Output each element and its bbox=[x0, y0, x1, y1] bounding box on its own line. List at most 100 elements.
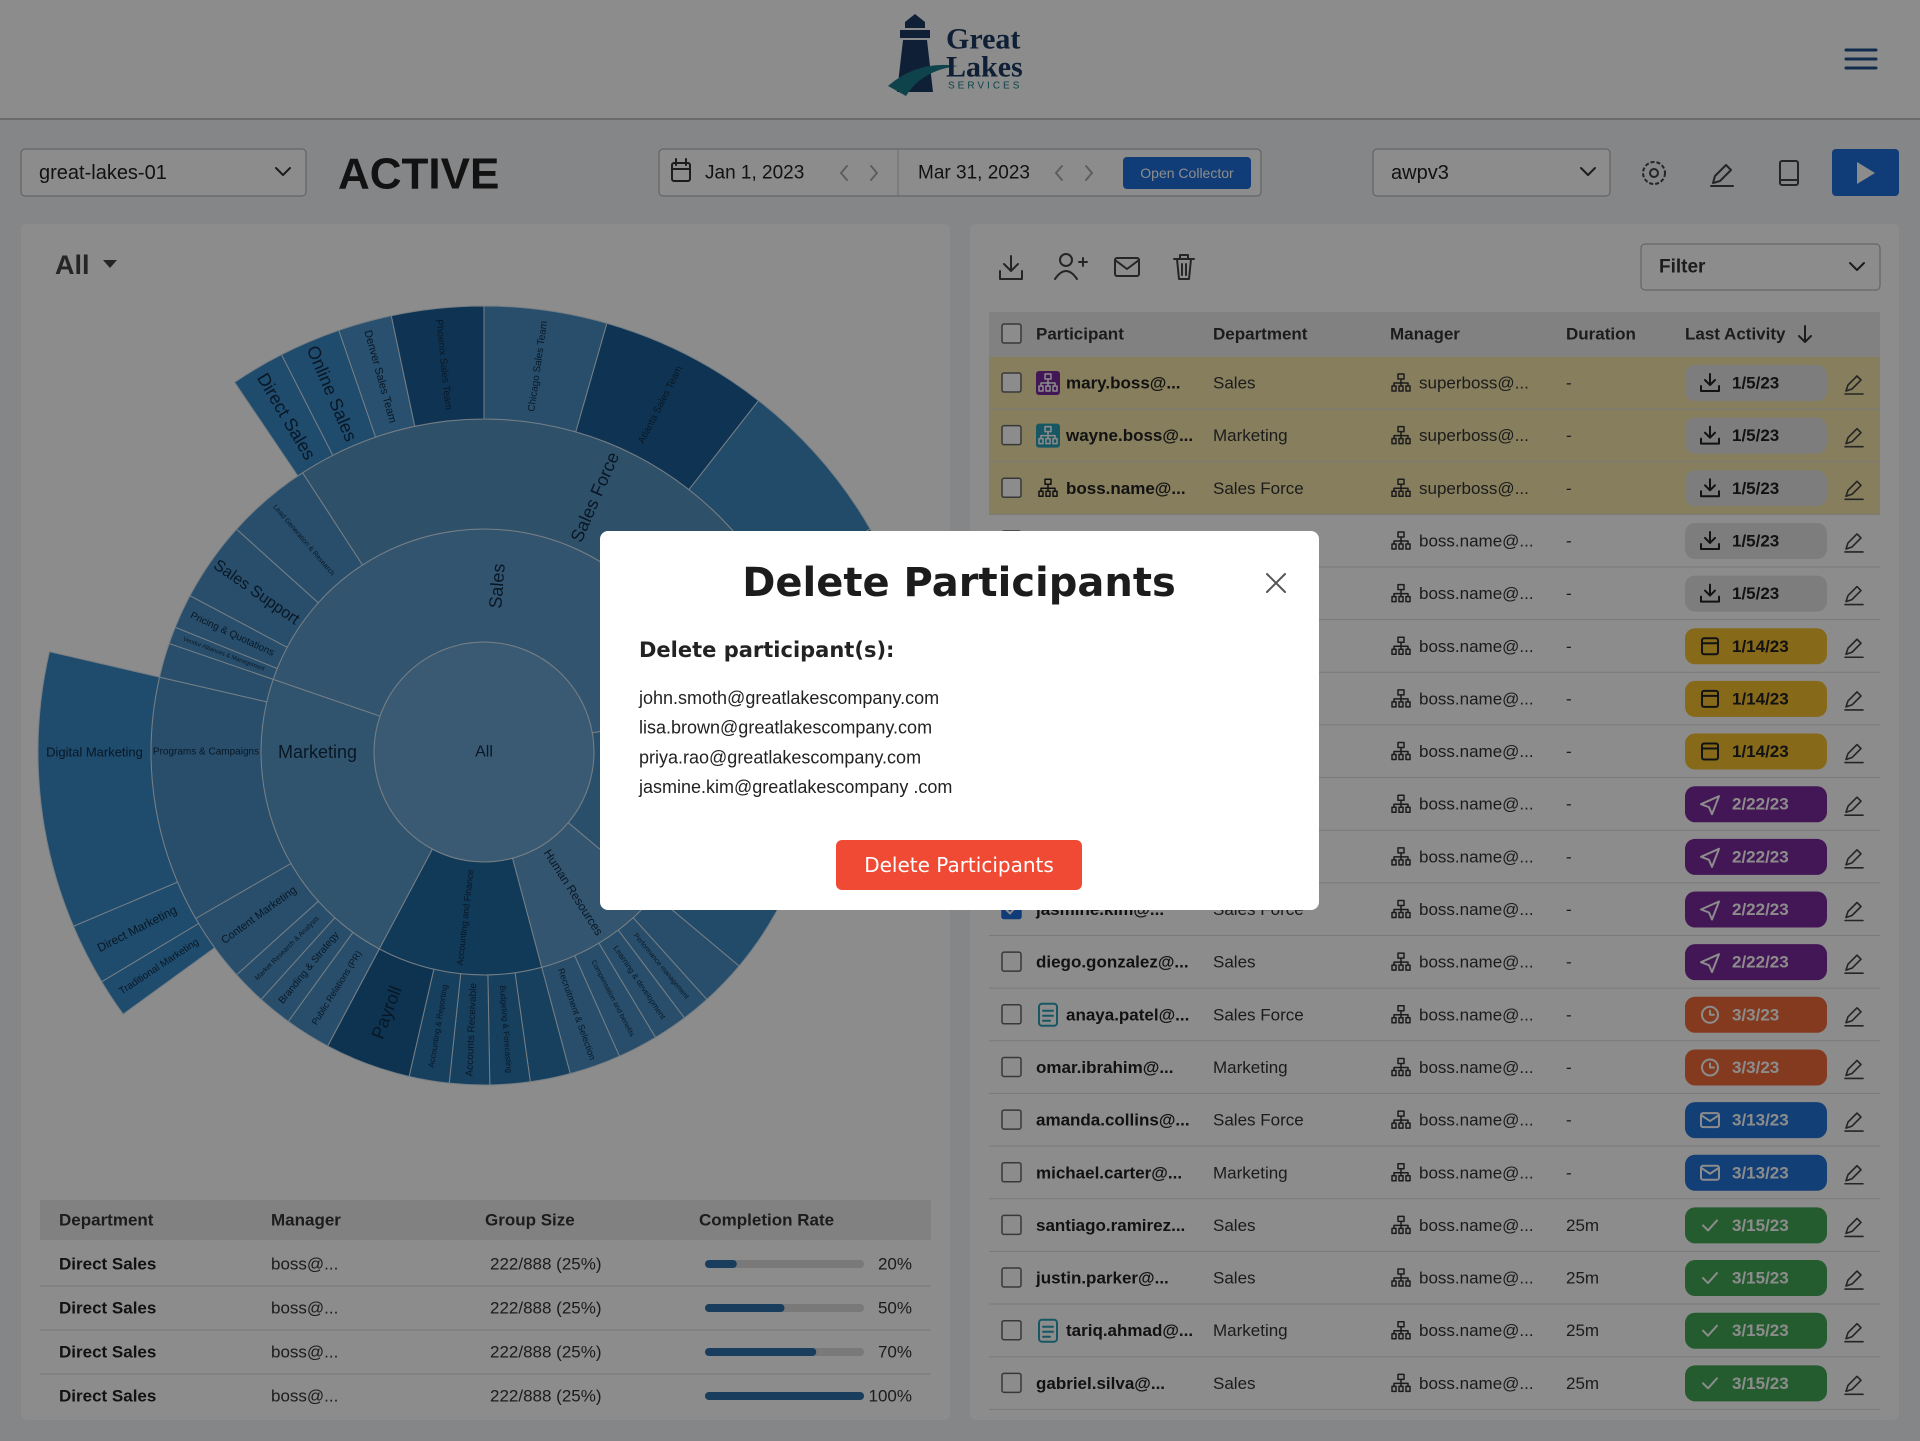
activity-badge[interactable]: 2/22/23 bbox=[1685, 786, 1827, 823]
scope-caret[interactable] bbox=[103, 260, 117, 268]
edit-row-button[interactable] bbox=[1844, 796, 1864, 816]
checkbox[interactable] bbox=[1001, 323, 1022, 344]
button-bg[interactable] bbox=[836, 840, 1082, 890]
badge-bg[interactable] bbox=[1685, 628, 1827, 665]
activity-badge[interactable]: 1/14/23 bbox=[1685, 680, 1827, 717]
table-row[interactable]: justin.parker@... Sales boss.name@... 25m 3/… bbox=[989, 1260, 1880, 1305]
run-button[interactable] bbox=[1832, 149, 1899, 196]
edit-row-button[interactable] bbox=[1844, 1375, 1864, 1396]
edit-row-button[interactable] bbox=[1844, 375, 1864, 395]
activity-badge[interactable]: 3/3/23 bbox=[1685, 996, 1827, 1033]
activity-badge[interactable]: 3/15/23 bbox=[1685, 1312, 1827, 1349]
badge-bg[interactable] bbox=[1685, 733, 1827, 770]
badge-bg[interactable] bbox=[1685, 522, 1827, 559]
edit-row-button[interactable] bbox=[1844, 1112, 1864, 1132]
mail-icon[interactable] bbox=[1114, 257, 1140, 277]
dropdown-box[interactable] bbox=[1640, 243, 1881, 291]
badge-bg[interactable] bbox=[1685, 1102, 1827, 1139]
badge-bg[interactable] bbox=[1685, 996, 1827, 1033]
user-icon[interactable] bbox=[1059, 253, 1073, 267]
download-button[interactable] bbox=[999, 255, 1023, 280]
checkbox[interactable] bbox=[1001, 424, 1022, 446]
checkbox[interactable] bbox=[1001, 372, 1022, 393]
table-row[interactable]: boss.name@... Sales Force superboss@... - 1/… bbox=[989, 462, 1880, 515]
checkbox[interactable] bbox=[1001, 1214, 1022, 1236]
button-bg[interactable] bbox=[1123, 157, 1251, 189]
menu-button[interactable] bbox=[1844, 48, 1878, 70]
table-row[interactable]: amanda.collins@... Sales Force boss.name@.… bbox=[989, 1102, 1880, 1147]
activity-badge[interactable]: 1/5/23 bbox=[1685, 470, 1827, 507]
badge-bg[interactable] bbox=[1685, 891, 1827, 928]
badge-bg[interactable] bbox=[1685, 1260, 1827, 1297]
checkbox[interactable] bbox=[1001, 1109, 1022, 1130]
badge-bg[interactable] bbox=[1685, 1312, 1827, 1349]
gear-icon[interactable] bbox=[1642, 161, 1666, 185]
settings-button[interactable] bbox=[1642, 161, 1666, 185]
edit-row-button[interactable] bbox=[1844, 743, 1864, 764]
activity-badge[interactable]: 1/5/23 bbox=[1685, 522, 1827, 559]
checkbox[interactable] bbox=[1001, 1267, 1022, 1288]
add-user-button[interactable] bbox=[1054, 253, 1088, 280]
activity-badge[interactable]: 2/22/23 bbox=[1685, 891, 1827, 928]
checkbox[interactable] bbox=[1001, 1004, 1022, 1025]
table-row[interactable]: michael.carter@... Marketing boss.name@...… bbox=[989, 1154, 1880, 1200]
badge-bg[interactable] bbox=[1685, 365, 1827, 401]
book-icon[interactable] bbox=[1779, 160, 1799, 186]
badge-bg[interactable] bbox=[1685, 1365, 1827, 1402]
table-row[interactable]: wayne.boss@... Marketing superboss@... - 1/5… bbox=[989, 409, 1880, 463]
edit-row-button[interactable] bbox=[1844, 585, 1864, 606]
edit-row-button[interactable] bbox=[1844, 533, 1864, 553]
activity-badge[interactable]: 3/15/23 bbox=[1685, 1365, 1827, 1402]
dropdown-box[interactable] bbox=[1372, 148, 1611, 197]
checkbox[interactable] bbox=[1001, 951, 1022, 972]
delete-button[interactable] bbox=[1173, 254, 1195, 280]
edit-row-button[interactable] bbox=[1844, 1059, 1864, 1080]
table-row[interactable]: tariq.ahmad@... Marketing boss.name@... 25m… bbox=[989, 1312, 1880, 1358]
filter-dropdown[interactable]: Filter bbox=[1640, 243, 1881, 291]
open-collector-button[interactable]: Open Collector bbox=[1123, 157, 1251, 189]
activity-badge[interactable]: 1/5/23 bbox=[1685, 417, 1827, 454]
checkbox[interactable] bbox=[1001, 1372, 1022, 1394]
activity-badge[interactable]: 3/3/23 bbox=[1685, 1049, 1827, 1086]
badge-bg[interactable] bbox=[1685, 680, 1827, 717]
edit-button[interactable] bbox=[1710, 164, 1734, 187]
activity-badge[interactable]: 2/22/23 bbox=[1685, 838, 1827, 875]
edit-row-button[interactable] bbox=[1844, 1007, 1864, 1027]
edit-row-button[interactable] bbox=[1844, 638, 1864, 659]
activity-badge[interactable]: 2/22/23 bbox=[1685, 944, 1827, 981]
table-row[interactable]: omar.ibrahim@... Marketing boss.name@... - 3… bbox=[989, 1049, 1880, 1094]
table-row[interactable]: diego.gonzalez@... Sales boss.name@... - 2/2… bbox=[989, 944, 1880, 989]
badge-bg[interactable] bbox=[1685, 944, 1827, 981]
checkbox[interactable] bbox=[1001, 1056, 1022, 1078]
activity-badge[interactable]: 3/13/23 bbox=[1685, 1154, 1827, 1191]
close-button[interactable] bbox=[1266, 573, 1286, 593]
delete-button[interactable]: Delete Participants bbox=[836, 840, 1082, 890]
activity-badge[interactable]: 3/13/23 bbox=[1685, 1102, 1827, 1139]
activity-badge[interactable]: 3/15/23 bbox=[1685, 1207, 1827, 1244]
edit-row-button[interactable] bbox=[1844, 480, 1864, 501]
badge-bg[interactable] bbox=[1685, 1207, 1827, 1244]
table-row[interactable]: boss.name@... - 1/14/23 bbox=[989, 680, 1880, 726]
table-row[interactable]: gabriel.silva@... Sales boss.name@... 25m 3/… bbox=[989, 1365, 1880, 1410]
book-button[interactable] bbox=[1779, 160, 1799, 186]
checkbox[interactable] bbox=[1001, 1319, 1022, 1341]
scope-dropdown[interactable]: All bbox=[55, 250, 117, 280]
checkbox[interactable] bbox=[1001, 1162, 1022, 1183]
edit-row-button[interactable] bbox=[1844, 954, 1864, 974]
edit-row-button[interactable] bbox=[1844, 1217, 1864, 1238]
project-dropdown[interactable]: great-lakes-01 bbox=[20, 148, 307, 197]
edit-row-button[interactable] bbox=[1844, 427, 1864, 448]
edit-row-button[interactable] bbox=[1844, 901, 1864, 922]
badge-bg[interactable] bbox=[1685, 470, 1827, 507]
activity-badge[interactable]: 1/14/23 bbox=[1685, 628, 1827, 665]
edit-row-button[interactable] bbox=[1844, 1164, 1864, 1185]
checkbox[interactable] bbox=[1001, 477, 1022, 499]
email-button[interactable] bbox=[1114, 257, 1140, 277]
badge-bg[interactable] bbox=[1685, 838, 1827, 875]
table-row[interactable]: boss.name@... - 1/5/23 bbox=[989, 575, 1880, 621]
gear-icon[interactable] bbox=[1649, 168, 1659, 178]
badge-bg[interactable] bbox=[1685, 1049, 1827, 1086]
activity-badge[interactable]: 1/5/23 bbox=[1685, 365, 1827, 401]
table-row[interactable]: santiago.ramirez... Sales boss.name@... 25m… bbox=[989, 1207, 1880, 1252]
survey-dropdown[interactable]: awpv3 bbox=[1372, 148, 1611, 197]
